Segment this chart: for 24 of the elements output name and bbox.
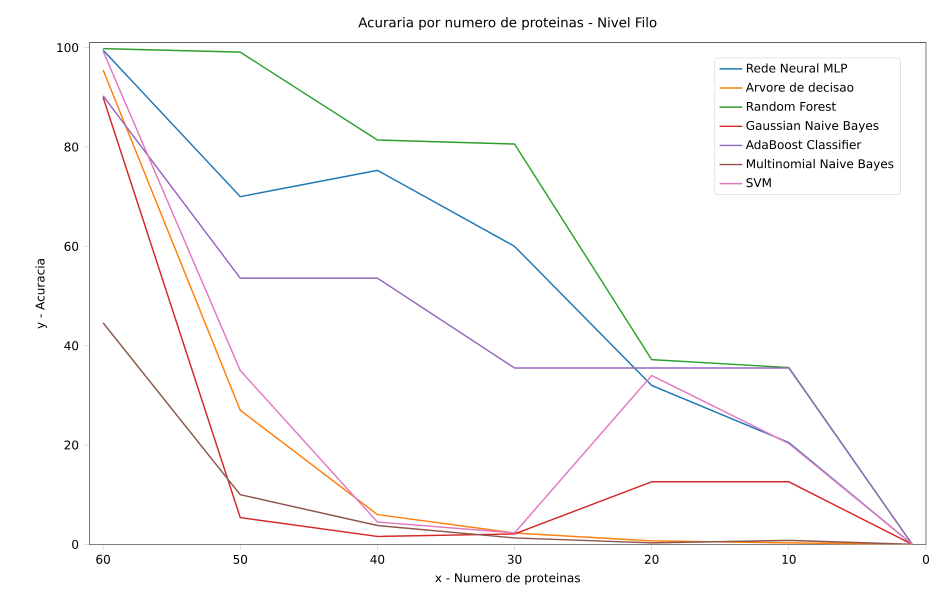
x-tick-label: 30: [508, 554, 522, 564]
legend-label: Arvore de decisao: [746, 82, 854, 92]
y-tick-label: 60: [64, 242, 78, 251]
y-tick-label: 20: [64, 440, 78, 450]
x-tick-label: 0: [922, 554, 930, 564]
y-axis-title: y - Acuracia: [35, 259, 47, 329]
legend-label: Random Forest: [746, 102, 836, 111]
x-tick-label: 10: [782, 554, 796, 564]
legend-label: Gaussian Naive Bayes: [746, 120, 878, 132]
legend-label: SVM: [746, 178, 771, 188]
x-tick-label: 40: [370, 554, 384, 564]
legend-label: Multinomial Naive Bayes: [746, 158, 894, 171]
x-tick-label: 60: [96, 554, 110, 564]
y-tick-label: 100: [57, 43, 78, 52]
y-tick-label: 0: [72, 540, 78, 549]
x-axis-title: x - Numero de proteinas: [435, 572, 580, 585]
legend-label: AdaBoost Classifier: [746, 140, 862, 150]
x-tick-label: 20: [644, 554, 659, 564]
chart-title: Acuraria por numero de proteinas - Nivel Filo: [358, 17, 656, 30]
x-tick-label: 50: [234, 554, 248, 564]
line-series: [102, 322, 914, 544]
y-tick-label: 80: [64, 142, 78, 152]
legend-label: Rede Neural MLP: [746, 63, 848, 73]
y-tick-label: 40: [64, 341, 78, 350]
